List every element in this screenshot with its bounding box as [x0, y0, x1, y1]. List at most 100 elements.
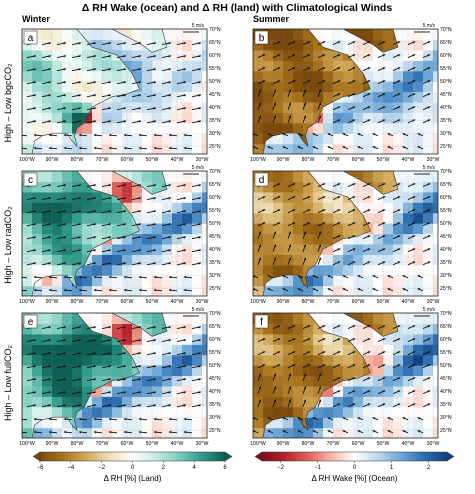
x-tick-a-6: 40°W: [171, 157, 184, 163]
wind-vectors-b: [253, 41, 431, 150]
panel-letter-e: e: [28, 317, 34, 328]
coastline-e-1: [94, 313, 168, 337]
colorbar-0: −6 −4 −2 0 2 4 6 Δ RH [%] (Land): [32, 451, 233, 483]
x-tick-e-0: 100°W: [19, 441, 35, 447]
x-tick-d-0: 100°W: [250, 299, 266, 305]
colorbar-tick-0-3: 0: [131, 465, 135, 471]
coastline-e-0: [22, 313, 140, 438]
wind-vectors-a: [22, 42, 202, 150]
coastline-f-1: [325, 313, 399, 337]
colorbar-ramp-1: [261, 451, 448, 462]
x-tick-d-1: 90°W: [277, 299, 290, 305]
y-tick-b-8: 65°N: [440, 40, 452, 46]
panel-letter-c: c: [28, 175, 33, 186]
y-tick-f-8: 65°N: [440, 324, 452, 330]
y-tick-b-5: 50°N: [440, 79, 452, 85]
panel-frame-b: [252, 28, 439, 155]
y-tick-a-2: 35°N: [209, 118, 221, 124]
colorbar-1: −2 −1 0 1 2 Δ RH Wake [%] (Ocean): [254, 451, 455, 483]
y-tick-a-7: 60°N: [209, 53, 221, 59]
y-tick-d-1: 30°N: [440, 273, 452, 279]
x-tick-f-6: 40°W: [402, 441, 415, 447]
x-tick-a-7: 30°W: [196, 157, 209, 163]
y-tick-e-4: 45°N: [209, 376, 221, 382]
map-panels: a 5 m/s 100°W 90°W 80°W 70°W 60°W 50°W 40°W 30°W 2…: [19, 23, 452, 447]
x-tick-e-7: 30°W: [196, 441, 209, 447]
x-tick-b-6: 40°W: [402, 157, 415, 163]
wind-scale-label-d: 5 m/s: [423, 165, 436, 171]
x-tick-c-4: 60°W: [121, 299, 134, 305]
y-tick-d-4: 45°N: [440, 234, 452, 240]
row-label-bgc: High – Low bgcCO₂: [3, 63, 13, 143]
x-tick-d-5: 50°W: [377, 299, 390, 305]
x-tick-e-6: 40°W: [171, 441, 184, 447]
wind-vectors-d: [253, 183, 431, 292]
wind-scale-label-a: 5 m/s: [192, 23, 205, 29]
x-tick-b-4: 60°W: [352, 157, 365, 163]
wind-scale-label-c: 5 m/s: [192, 165, 205, 171]
x-tick-f-0: 100°W: [250, 441, 266, 447]
coastline-a-0: [22, 29, 140, 154]
y-tick-d-9: 70°N: [440, 169, 452, 175]
x-tick-f-5: 50°W: [377, 441, 390, 447]
x-tick-f-2: 80°W: [302, 441, 315, 447]
map-panel-a: a 5 m/s 100°W 90°W 80°W 70°W 60°W 50°W 40°W 30°W 2…: [19, 23, 221, 163]
panel-letter-d: d: [259, 175, 265, 186]
x-tick-e-2: 80°W: [71, 441, 84, 447]
y-tick-c-4: 45°N: [209, 234, 221, 240]
x-tick-b-3: 70°W: [327, 157, 340, 163]
y-tick-c-5: 50°N: [209, 221, 221, 227]
y-tick-d-2: 35°N: [440, 260, 452, 266]
x-tick-c-6: 40°W: [171, 299, 184, 305]
x-tick-d-2: 80°W: [302, 299, 315, 305]
colorbar-tick-0-1: −4: [67, 465, 75, 471]
y-tick-b-6: 55°N: [440, 66, 452, 72]
y-tick-b-0: 25°N: [440, 144, 452, 150]
y-tick-a-5: 50°N: [209, 79, 221, 85]
map-panel-b: b 5 m/s 100°W 90°W 80°W 70°W 60°W 50°W 40°W 30°W 2…: [250, 23, 452, 163]
x-tick-e-5: 50°W: [146, 441, 159, 447]
x-tick-c-7: 30°W: [196, 299, 209, 305]
wind-scale-label-f: 5 m/s: [423, 307, 436, 313]
panel-letter-a: a: [28, 33, 34, 44]
x-tick-c-0: 100°W: [19, 299, 35, 305]
y-tick-a-4: 45°N: [209, 92, 221, 98]
y-tick-f-7: 60°N: [440, 337, 452, 343]
coastline-a-1: [94, 29, 168, 53]
coastline-c-0: [22, 171, 140, 296]
map-panel-c: c 5 m/s 100°W 90°W 80°W 70°W 60°W 50°W 40°W 30°W 2…: [19, 165, 221, 305]
x-tick-b-0: 100°W: [250, 157, 266, 163]
x-tick-a-4: 60°W: [121, 157, 134, 163]
y-tick-c-1: 30°N: [209, 273, 221, 279]
y-tick-a-8: 65°N: [209, 40, 221, 46]
y-tick-a-6: 55°N: [209, 66, 221, 72]
wind-vectors-f: [253, 325, 431, 434]
y-tick-b-3: 40°N: [440, 105, 452, 111]
colorbar-tick-1-1: −1: [314, 465, 322, 471]
x-tick-b-2: 80°W: [302, 157, 315, 163]
x-tick-a-5: 50°W: [146, 157, 159, 163]
colorbar-tick-1-4: 2: [427, 465, 431, 471]
panel-frame-c: [21, 170, 208, 297]
colorbar-tick-0-2: −2: [98, 465, 106, 471]
y-tick-e-5: 50°N: [209, 363, 221, 369]
wind-vectors-e: [22, 326, 202, 434]
x-tick-a-3: 70°W: [96, 157, 109, 163]
y-tick-e-9: 70°N: [209, 311, 221, 317]
figure-title: Δ RH Wake (ocean) and Δ RH (land) with C…: [82, 2, 393, 14]
y-tick-e-8: 65°N: [209, 324, 221, 330]
panel-frame-e: [21, 312, 208, 439]
y-tick-f-1: 30°N: [440, 415, 452, 421]
x-tick-f-3: 70°W: [327, 441, 340, 447]
y-tick-b-7: 60°N: [440, 53, 452, 59]
x-tick-f-7: 30°W: [427, 441, 440, 447]
y-tick-e-7: 60°N: [209, 337, 221, 343]
coastline-d-0: [253, 171, 371, 296]
y-tick-c-0: 25°N: [209, 286, 221, 292]
x-tick-d-4: 60°W: [352, 299, 365, 305]
x-tick-b-1: 90°W: [277, 157, 290, 163]
panel-frame-f: [252, 312, 439, 439]
y-tick-f-2: 35°N: [440, 402, 452, 408]
y-tick-a-3: 40°N: [209, 105, 221, 111]
